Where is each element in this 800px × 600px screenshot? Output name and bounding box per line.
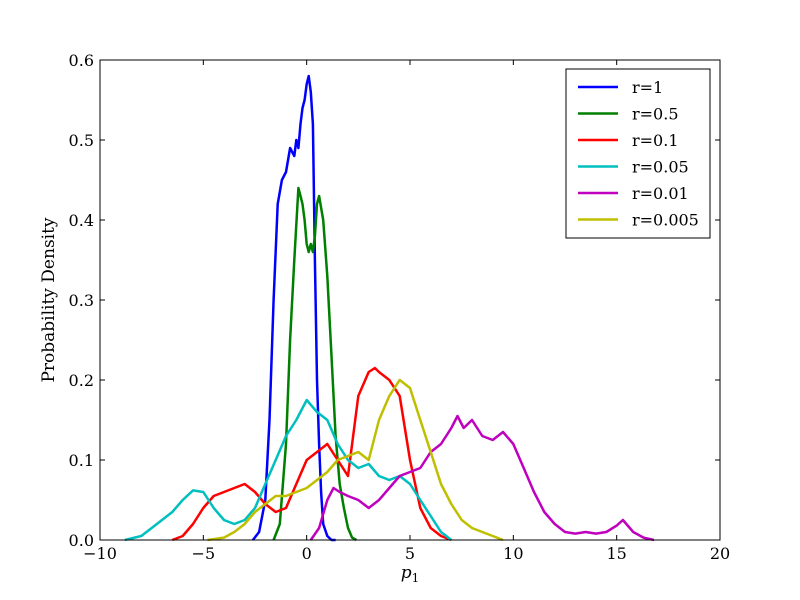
series-line-r=0.5	[272, 186, 357, 542]
legend-entries: r=1 r=0.5 r=0.1 r=0.05 r=0.01 r=0.005	[578, 78, 699, 230]
y-tick-label: 0.1	[69, 451, 94, 470]
x-tick-label: 15	[606, 544, 626, 563]
y-tick-label: 0.5	[69, 131, 94, 150]
legend-label: r=0.01	[632, 184, 689, 203]
ticks-layer: −10 −5 0 5 10 15 20 0.0 0.1 0.2 0.3 0.4 0.5 0.6	[69, 51, 731, 563]
x-tick-label: 20	[710, 544, 730, 563]
x-axis-label: p1	[401, 563, 420, 585]
series-line-r=0.005	[207, 378, 504, 542]
y-tick-label: 0.4	[69, 211, 94, 230]
series-line-r=0.01	[309, 414, 655, 542]
legend: r=1 r=0.5 r=0.1 r=0.05 r=0.01 r=0.005	[565, 68, 711, 239]
legend-label: r=0.5	[632, 105, 679, 124]
legend-label: r=0.1	[632, 131, 679, 150]
series-line-r=1	[251, 74, 336, 542]
legend-label: r=1	[632, 78, 663, 97]
y-axis-label: Probability Density	[39, 217, 59, 382]
x-tick-label: 10	[503, 544, 523, 563]
x-tick-label: −10	[83, 544, 117, 563]
x-axis-label-subscript: 1	[412, 571, 420, 585]
y-tick-label: 0.2	[69, 371, 94, 390]
x-axis-label-main: p	[401, 563, 412, 583]
series-line-r=0.1	[171, 366, 452, 542]
y-tick-label: 0.6	[69, 51, 94, 70]
legend-label: r=0.05	[632, 158, 689, 177]
x-tick-label: 5	[405, 544, 415, 563]
y-tick-label: 0.0	[69, 531, 94, 550]
series-layer	[124, 74, 655, 542]
x-tick-label: 0	[302, 544, 312, 563]
legend-box	[565, 68, 711, 239]
y-tick-label: 0.3	[69, 291, 94, 310]
legend-label: r=0.005	[632, 211, 699, 230]
x-tick-label: −5	[192, 544, 216, 563]
